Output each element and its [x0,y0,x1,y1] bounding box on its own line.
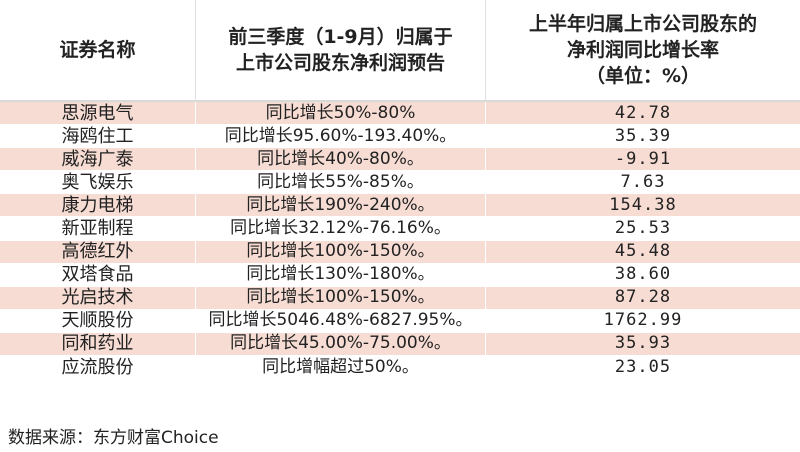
data-source-note: 数据来源：东方财富Choice [8,428,219,448]
table-row: 海鸥住工 同比增长95.60%-193.40%。 35.39 [0,125,800,149]
table-row: 高德红外 同比增长100%-150%。 45.48 [0,240,800,264]
table-row: 新亚制程 同比增长32.12%-76.16%。 25.53 [0,217,800,241]
table-row: 应流股份 同比增幅超过50%。 23.05 [0,356,800,380]
table-row: 奥飞娱乐 同比增长55%-85%。 7.63 [0,171,800,195]
security-name-cell: 海鸥住工 [61,125,134,147]
header-growth-rate: 上半年归属上市公司股东的 净利润同比增长率 （单位：%） [485,0,800,100]
forecast-cell: 同比增长5046.48%-6827.95%。 [195,309,485,332]
table-row: 双塔食品 同比增长130%-180%。 38.60 [0,263,800,287]
stock-table: 证券名称 前三季度（1-9月）归属于 上市公司股东净利润预告 上半年归属上市公司… [0,0,800,380]
table-row: 天顺股份 同比增长5046.48%-6827.95%。 1762.99 [0,309,800,333]
forecast-cell: 同比增长100%-150%。 [195,286,485,309]
security-name-cell: 高德红外 [61,241,134,263]
growth-rate-cell: 87.28 [485,286,800,309]
forecast-cell: 同比增长50%-80% [195,102,485,125]
growth-rate-cell: 35.39 [485,125,800,148]
growth-rate-cell: 1762.99 [485,309,800,332]
table-row: 同和药业 同比增长45.00%-75.00%。 35.93 [0,332,800,357]
table-row: 思源电气 同比增长50%-80% 42.78 [0,102,800,126]
security-name-cell: 康力电梯 [61,194,134,216]
growth-rate-cell: 42.78 [485,102,800,125]
header-security-name: 证券名称 [0,0,195,100]
table-body: 思源电气 同比增长50%-80% 42.78 海鸥住工 同比增长95.60%-193.4… [0,102,800,380]
forecast-cell: 同比增长100%-150%。 [195,240,485,263]
forecast-cell: 同比增长130%-180%。 [195,263,485,286]
growth-rate-cell: 7.63 [485,171,800,194]
header-forecast-line1: 前三季度（1-9月）归属于 [228,26,453,48]
security-name-cell: 应流股份 [61,356,134,378]
table-header: 证券名称 前三季度（1-9月）归属于 上市公司股东净利润预告 上半年归属上市公司… [0,0,800,102]
forecast-cell: 同比增长40%-80%。 [195,148,485,171]
growth-rate-cell: -9.91 [485,148,800,171]
header-growth-line2: 净利润同比增长率 [566,39,719,61]
forecast-cell: 同比增长32.12%-76.16%。 [195,217,485,240]
growth-rate-cell: 35.93 [485,332,800,356]
header-security-name-label: 证券名称 [59,39,136,61]
forecast-cell: 同比增长55%-85%。 [195,171,485,194]
header-growth-line1: 上半年归属上市公司股东的 [528,13,757,35]
security-name-cell: 光启技术 [61,287,134,309]
forecast-cell: 同比增长190%-240%。 [195,194,485,217]
forecast-cell: 同比增长95.60%-193.40%。 [195,125,485,148]
header-forecast-line2: 上市公司股东净利润预告 [235,52,445,74]
growth-rate-cell: 154.38 [485,194,800,217]
growth-rate-cell: 23.05 [485,356,800,379]
growth-rate-cell: 25.53 [485,217,800,240]
security-name-cell: 思源电气 [61,102,134,124]
security-name-cell: 天顺股份 [61,310,134,332]
header-growth-unit: （单位：%） [585,65,701,87]
security-name-cell: 威海广泰 [61,148,134,170]
growth-rate-cell: 38.60 [485,263,800,286]
security-name-cell: 同和药业 [61,333,134,355]
forecast-cell: 同比增幅超过50%。 [195,356,485,379]
table-row: 威海广泰 同比增长40%-80%。 -9.91 [0,148,800,172]
security-name-cell: 新亚制程 [61,218,134,240]
table-row: 光启技术 同比增长100%-150%。 87.28 [0,286,800,310]
table-row: 康力电梯 同比增长190%-240%。 154.38 [0,194,800,218]
forecast-cell: 同比增长45.00%-75.00%。 [195,332,485,356]
security-name-cell: 双塔食品 [61,264,134,286]
growth-rate-cell: 45.48 [485,240,800,263]
security-name-cell: 奥飞娱乐 [61,171,134,193]
header-forecast: 前三季度（1-9月）归属于 上市公司股东净利润预告 [195,0,485,100]
